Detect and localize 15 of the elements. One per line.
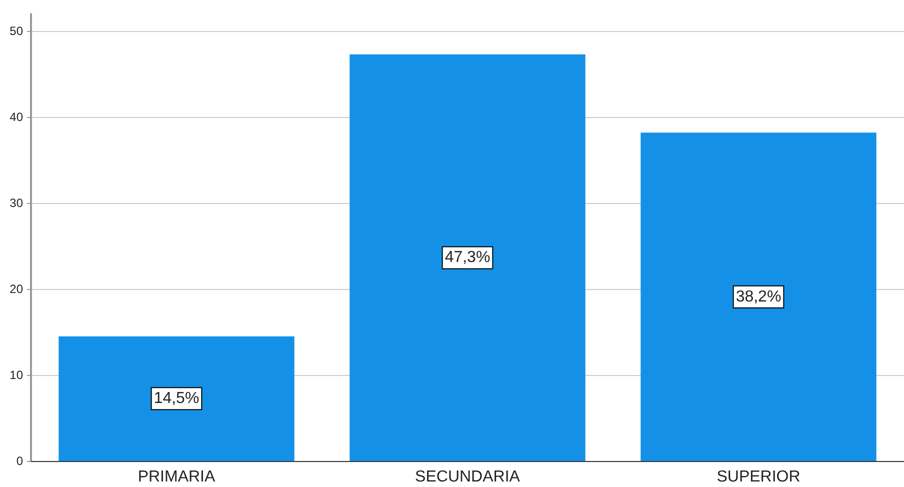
bar	[350, 54, 586, 461]
y-tick-label: 10	[10, 368, 24, 382]
data-label: 14,5%	[154, 390, 200, 408]
x-tick-label: PRIMARIA	[138, 468, 216, 486]
y-tick-label: 0	[16, 454, 24, 468]
y-tick-label: 30	[10, 196, 24, 210]
y-tick-label: 20	[10, 282, 24, 296]
y-tick-label: 50	[10, 24, 24, 38]
bar	[640, 132, 876, 461]
data-label: 47,3%	[444, 249, 490, 266]
x-tick-label: SUPERIOR	[716, 468, 800, 486]
data-label: 38,2%	[736, 288, 782, 306]
y-tick-label: 40	[10, 110, 24, 124]
bar	[58, 336, 294, 461]
x-tick-label: SECUNDARIA	[415, 468, 520, 486]
